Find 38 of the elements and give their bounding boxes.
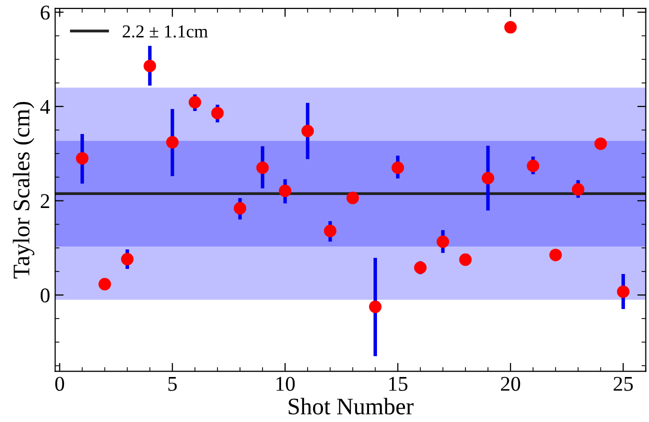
point bbox=[121, 252, 134, 266]
y-tick-label: 6 bbox=[40, 6, 50, 20]
x-tick-label: 20 bbox=[501, 376, 520, 391]
y-axis-title: Taylor Scales (cm) bbox=[12, 102, 34, 278]
point bbox=[459, 253, 472, 266]
point bbox=[369, 300, 382, 314]
point bbox=[594, 137, 607, 150]
point bbox=[616, 285, 630, 298]
x-tick-label: 25 bbox=[614, 376, 633, 391]
point bbox=[572, 183, 584, 196]
x-tick-label: 10 bbox=[276, 376, 295, 391]
point bbox=[188, 96, 202, 108]
legend-label: 2.2 ± 1.1cm bbox=[122, 25, 208, 38]
point bbox=[166, 136, 179, 149]
y-tick-label: 4 bbox=[40, 100, 50, 114]
point bbox=[436, 235, 450, 248]
point bbox=[392, 161, 404, 174]
point bbox=[324, 224, 336, 238]
point bbox=[346, 192, 359, 204]
y-tick-label: 0 bbox=[40, 288, 50, 302]
point bbox=[256, 161, 269, 174]
y-tick-label: 2 bbox=[40, 194, 50, 208]
point bbox=[482, 172, 494, 184]
x-tick-label: 0 bbox=[55, 376, 64, 391]
point bbox=[504, 21, 517, 34]
x-axis-title: Shot Number bbox=[288, 398, 414, 415]
point bbox=[98, 278, 112, 290]
point bbox=[211, 106, 224, 120]
point bbox=[549, 248, 562, 262]
x-tick-label: 5 bbox=[168, 377, 177, 391]
point bbox=[414, 261, 427, 274]
point bbox=[526, 160, 540, 172]
point bbox=[234, 202, 246, 215]
point bbox=[76, 152, 88, 165]
point bbox=[144, 60, 156, 72]
point bbox=[278, 184, 292, 198]
x-tick-label: 15 bbox=[389, 376, 408, 391]
point bbox=[301, 124, 314, 138]
